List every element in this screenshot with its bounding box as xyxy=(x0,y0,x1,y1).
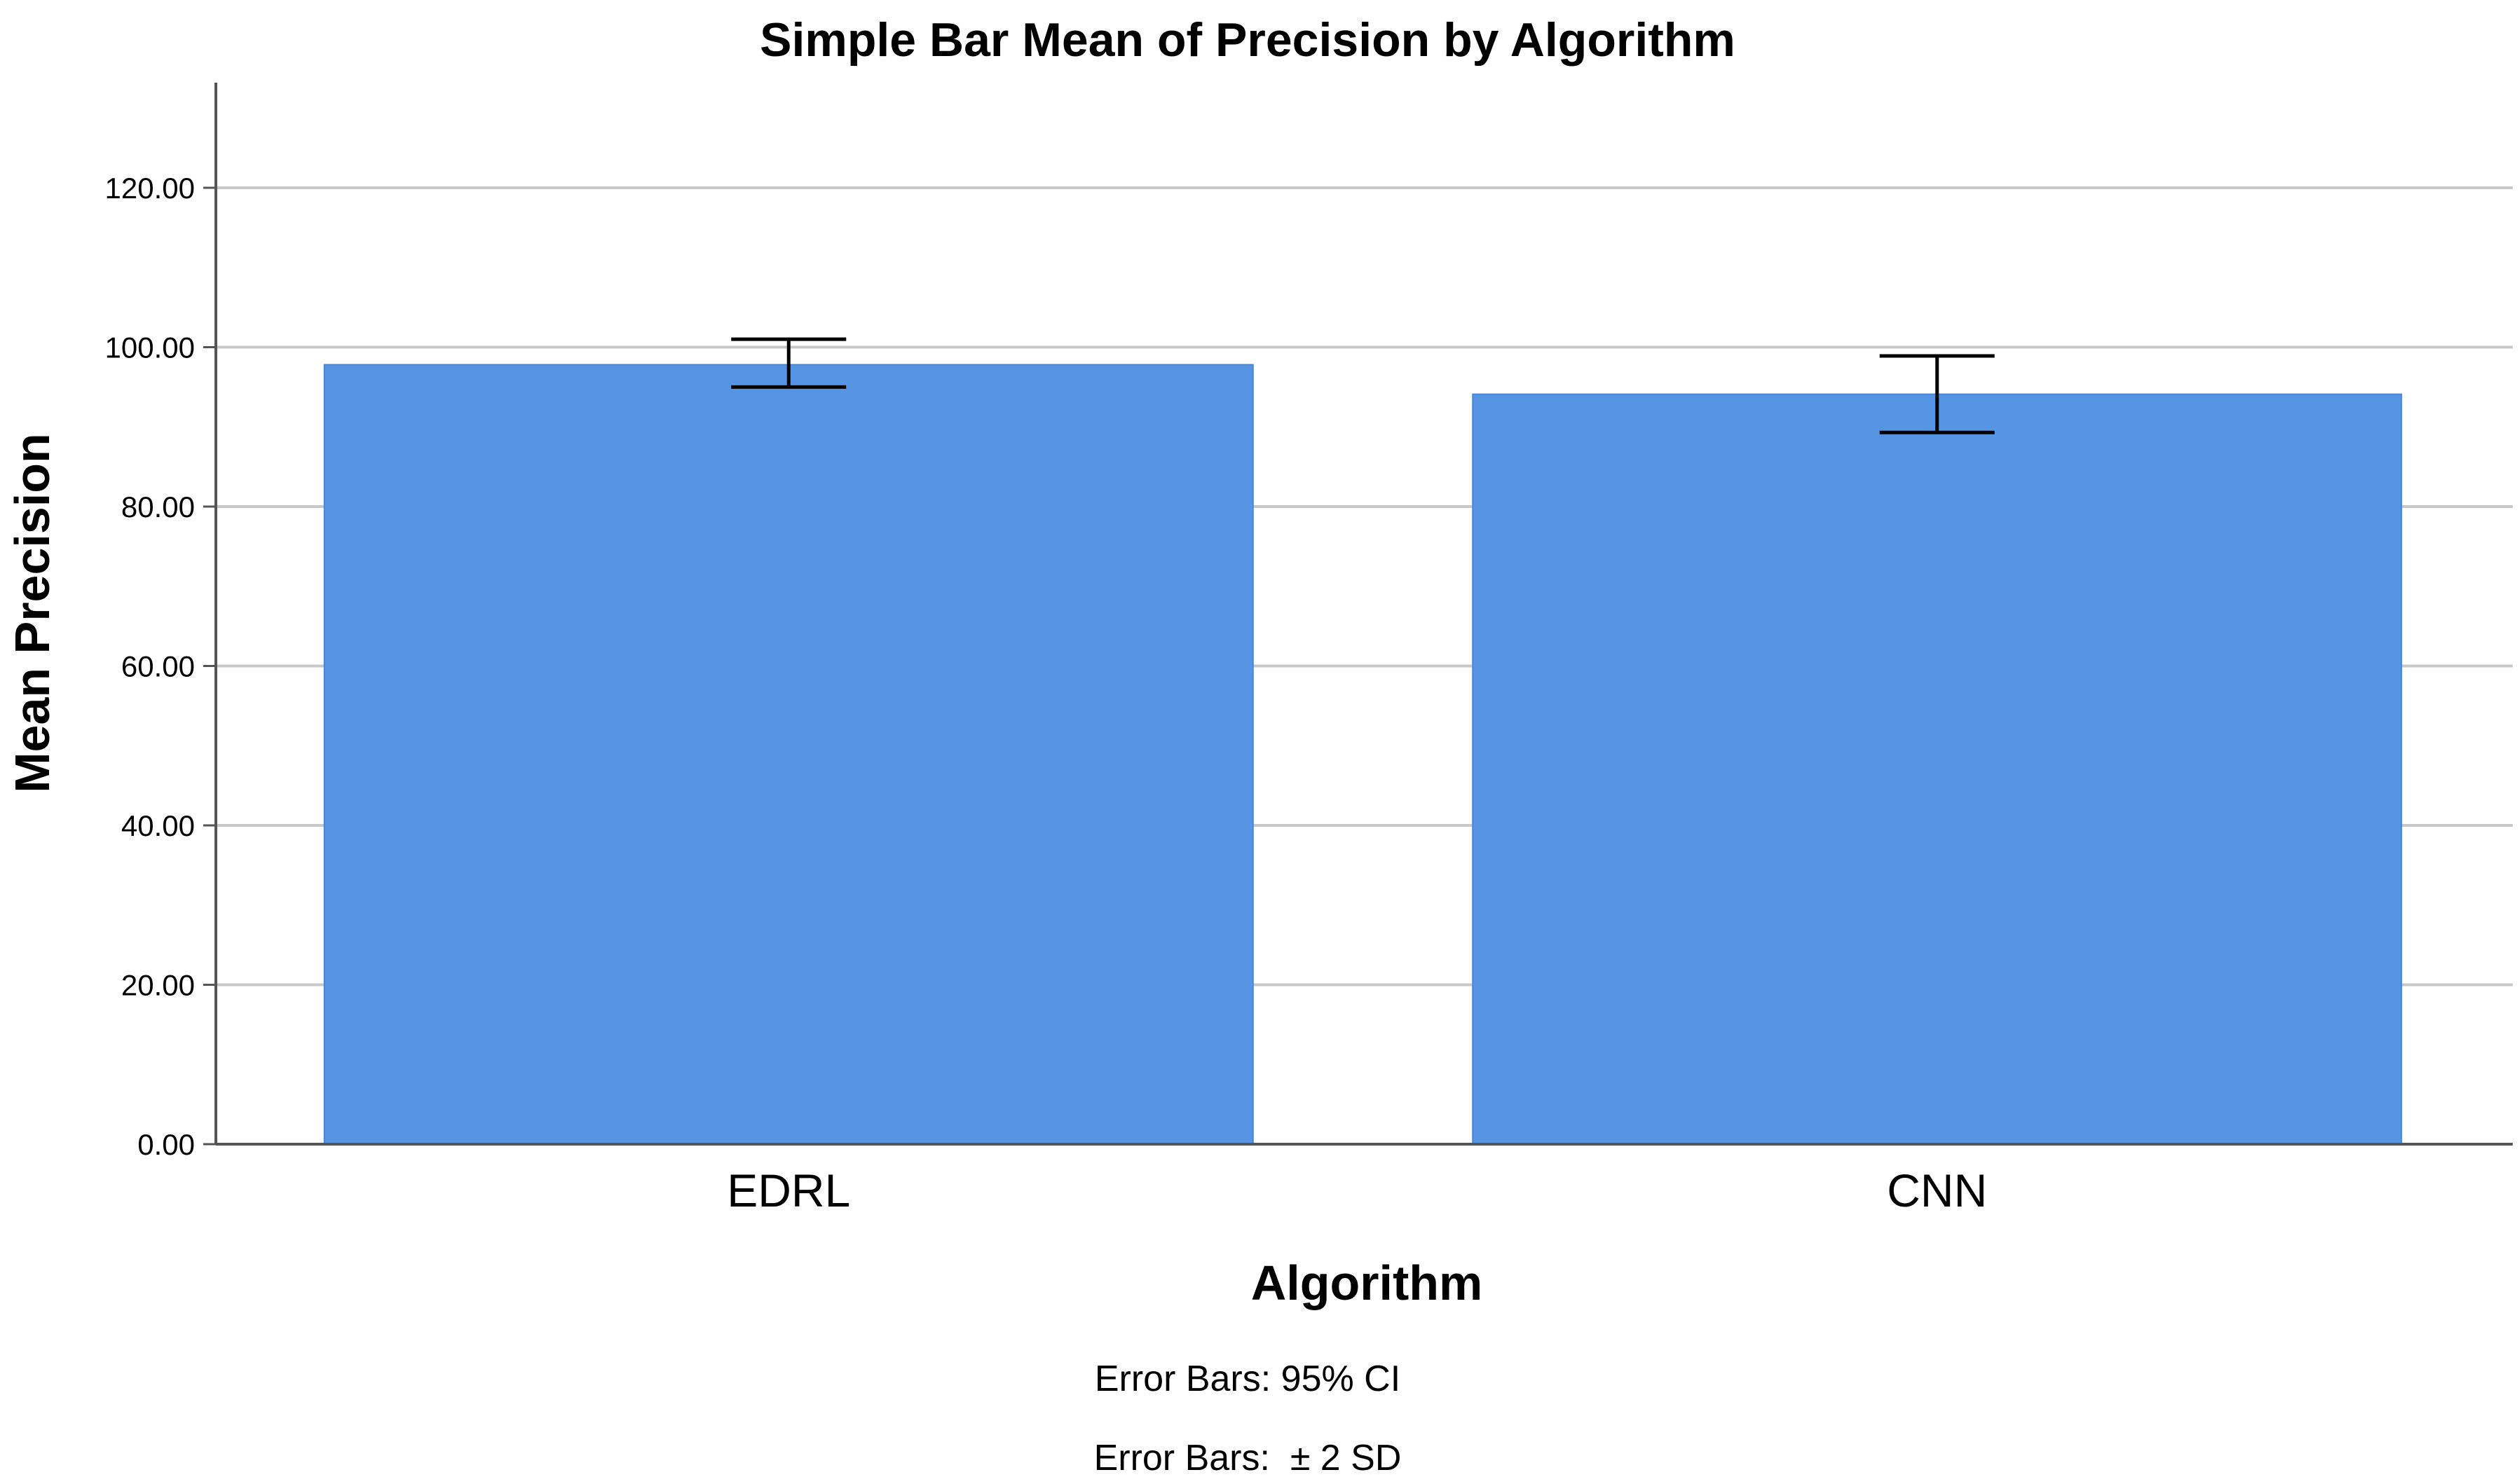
axes xyxy=(214,83,2513,1146)
y-axis-title: Mean Precision xyxy=(5,433,60,793)
y-tick-label: 0.00 xyxy=(137,1128,195,1161)
y-tick-label: 120.00 xyxy=(105,172,195,205)
y-tick-label: 20.00 xyxy=(121,969,195,1002)
y-tick-label: 100.00 xyxy=(105,331,195,364)
error-bars xyxy=(731,337,1995,434)
y-axis-ticks: 0.00 20.00 40.00 60.00 80.00 100.00 120.00 xyxy=(105,172,216,1161)
error-bar-note-ci: Error Bars: 95% CI xyxy=(1095,1359,1400,1399)
chart-title: Simple Bar Mean of Precision by Algorith… xyxy=(760,13,1735,67)
x-tick-label: CNN xyxy=(1887,1164,1987,1216)
y-tick-label: 40.00 xyxy=(121,809,195,842)
error-bar-note-sd: Error Bars: ± 2 SD xyxy=(1094,1438,1402,1478)
bars xyxy=(323,364,2403,1145)
bar-cnn xyxy=(1472,393,2403,1145)
x-axis-labels: EDRL CNN xyxy=(727,1164,1987,1216)
bar-edrl xyxy=(323,364,1254,1145)
x-axis-title: Algorithm xyxy=(1251,1256,1483,1310)
x-tick-label: EDRL xyxy=(727,1164,850,1216)
y-tick-label: 80.00 xyxy=(121,490,195,523)
y-tick-label: 60.00 xyxy=(121,650,195,683)
